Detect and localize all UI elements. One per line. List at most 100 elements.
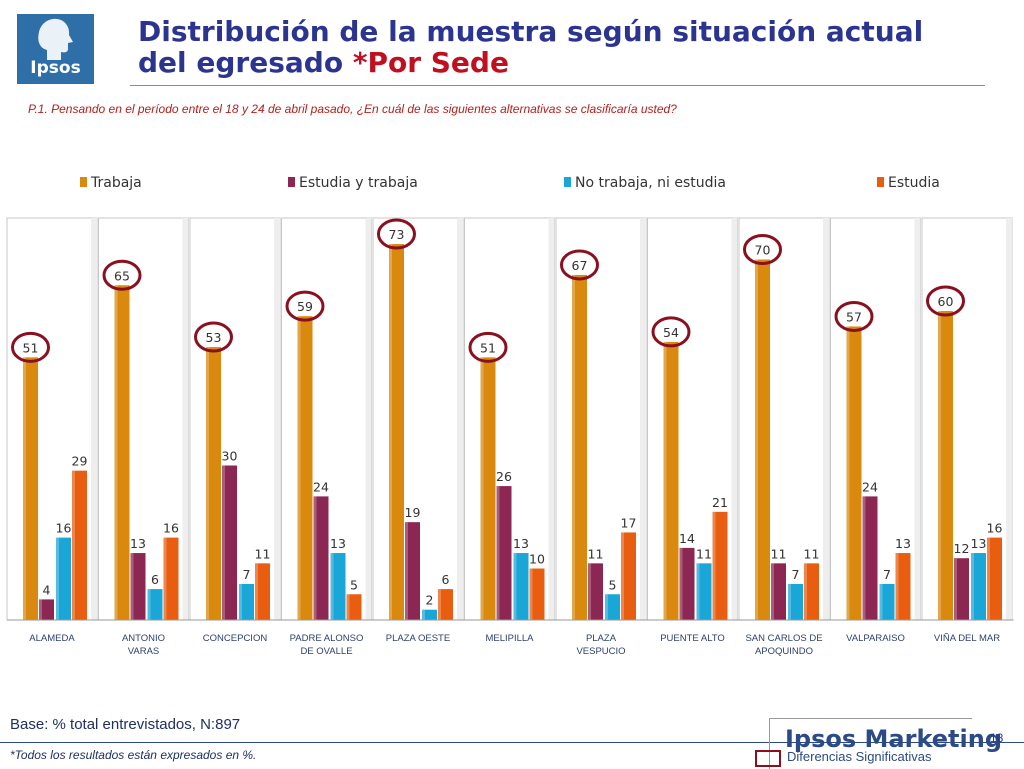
- bar-highlight: [255, 563, 258, 620]
- bar: [771, 563, 786, 620]
- category-label: PLAZA: [586, 633, 617, 644]
- bar: [163, 537, 179, 620]
- bar: [954, 558, 969, 620]
- panel-shadow: [1006, 218, 1012, 620]
- bar: [297, 316, 313, 620]
- bar-highlight: [712, 511, 716, 620]
- category-label: MELIPILLA: [485, 633, 534, 644]
- bar-highlight: [163, 537, 167, 620]
- bar-highlight: [297, 316, 301, 620]
- bar-highlight: [938, 311, 941, 620]
- bar-highlight: [755, 259, 758, 620]
- data-label: 12: [954, 541, 970, 556]
- bar: [346, 594, 362, 620]
- bar-highlight: [496, 486, 500, 620]
- data-label: 16: [987, 521, 1003, 536]
- bar-highlight: [39, 599, 42, 620]
- bar: [147, 589, 163, 620]
- bar: [788, 583, 803, 620]
- legend-label: Estudia: [888, 175, 940, 191]
- data-label: 5: [609, 577, 617, 592]
- bar: [663, 341, 679, 620]
- bar: [605, 594, 620, 620]
- data-label: 14: [679, 531, 695, 546]
- bar-highlight: [480, 357, 484, 620]
- bar: [496, 486, 512, 620]
- bar: [72, 470, 87, 620]
- data-label: 11: [804, 546, 820, 561]
- bar: [422, 609, 437, 620]
- significance-legend-label: Diferencias Significativas: [787, 749, 932, 764]
- data-label: 51: [480, 340, 496, 355]
- base-note: Base: % total entrevistados, N:897: [10, 716, 241, 733]
- bar-highlight: [954, 558, 957, 620]
- panel-shadow: [548, 218, 555, 620]
- bar-highlight: [862, 496, 866, 620]
- bar-highlight: [788, 583, 791, 620]
- data-label: 11: [588, 546, 604, 561]
- bar-highlight: [771, 563, 774, 620]
- bar: [938, 311, 953, 620]
- significance-marker: [468, 331, 508, 363]
- significance-marker: [102, 259, 142, 291]
- bar-highlight: [605, 594, 608, 620]
- significance-marker: [285, 290, 325, 322]
- category-label: VARAS: [128, 646, 160, 657]
- bar-highlight: [114, 285, 118, 620]
- bar-highlight: [405, 522, 408, 620]
- title-line-1: Distribución de la muestra según situaci…: [138, 15, 924, 48]
- data-label: 59: [297, 299, 313, 314]
- bar-highlight: [130, 553, 134, 620]
- data-label: 51: [23, 340, 39, 355]
- bar-highlight: [987, 537, 990, 620]
- category-label: PUENTE ALTO: [660, 633, 725, 644]
- data-label: 13: [330, 536, 346, 551]
- bar: [389, 244, 404, 621]
- data-label: 26: [496, 469, 512, 484]
- data-label: 30: [222, 449, 238, 464]
- bar: [114, 285, 130, 620]
- category-label: DE OVALLE: [300, 646, 352, 657]
- bar: [513, 553, 529, 620]
- legend-swatch: [80, 177, 87, 187]
- category-label: ANTONIO: [122, 633, 165, 644]
- data-label: 5: [350, 577, 358, 592]
- bar-highlight: [621, 532, 624, 620]
- bar: [621, 532, 636, 620]
- title-divider: [130, 85, 985, 86]
- data-label: 13: [130, 536, 146, 551]
- bar-highlight: [696, 563, 700, 620]
- panel-shadow: [731, 218, 738, 620]
- bar: [206, 347, 221, 620]
- bar: [846, 326, 862, 620]
- bar-highlight: [239, 583, 242, 620]
- bar-highlight: [72, 470, 75, 620]
- legend-label: No trabaja, ni estudia: [575, 175, 726, 191]
- title-line-2: del egresado: [138, 46, 353, 79]
- bar-highlight: [147, 589, 151, 620]
- data-label: 65: [114, 268, 130, 283]
- bar: [862, 496, 878, 620]
- data-label: 11: [255, 546, 271, 561]
- bar: [696, 563, 712, 620]
- bar-highlight: [330, 553, 334, 620]
- category-label: VIÑA DEL MAR: [934, 633, 1000, 644]
- footer-divider: [0, 742, 1024, 743]
- category-label: ALAMEDA: [29, 633, 75, 644]
- bar: [679, 547, 695, 620]
- bar: [255, 563, 270, 620]
- data-label: 13: [971, 536, 987, 551]
- data-label: 54: [663, 325, 679, 340]
- footnote: *Todos los resultados están expresados e…: [10, 748, 257, 762]
- legend-swatch: [877, 177, 884, 187]
- data-label: 24: [313, 479, 329, 494]
- bar: [804, 563, 819, 620]
- data-label: 11: [771, 546, 787, 561]
- bar-highlight: [663, 341, 667, 620]
- bar-highlight: [222, 465, 225, 620]
- brand-frame: [769, 718, 972, 769]
- panel-shadow: [182, 218, 189, 620]
- bar-highlight: [23, 357, 26, 620]
- significance-marker: [194, 321, 233, 353]
- bar: [712, 511, 728, 620]
